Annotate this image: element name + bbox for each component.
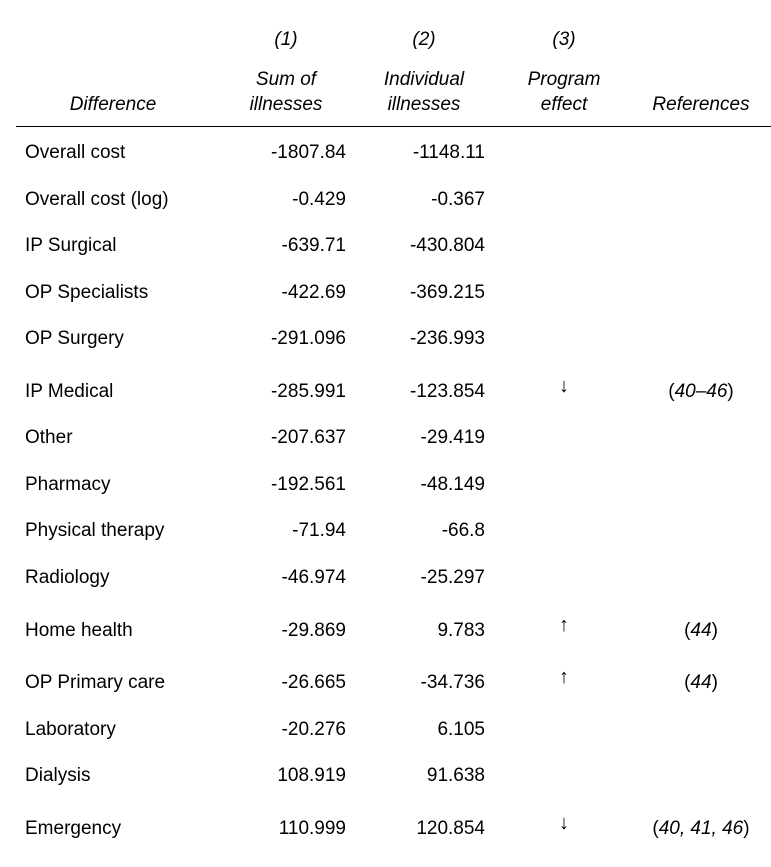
table-row: Emergency 110.999 120.854 ↓ (40, 41, 46) — [0, 812, 771, 842]
reference-numbers: 40–46 — [674, 381, 728, 402]
arrow-down-icon: ↓ — [559, 375, 569, 397]
individual-illnesses-value: 91.638 — [426, 765, 485, 786]
table-row: OP Specialists -422.69 -369.215 — [0, 280, 771, 306]
row-label: IP Medical — [25, 381, 114, 402]
individual-illnesses-value: -0.367 — [431, 189, 485, 210]
header-individual-line2: illnesses — [387, 94, 461, 115]
row-label: Dialysis — [25, 765, 91, 786]
individual-illnesses-value: -236.993 — [409, 328, 485, 349]
sum-of-illnesses-value: -639.71 — [281, 235, 346, 256]
row-label: Laboratory — [25, 719, 116, 740]
table-row: Dialysis 108.919 91.638 — [0, 763, 771, 789]
reference-citation: (44) — [684, 672, 718, 693]
header-program-line1: Program — [527, 69, 601, 90]
header-program-line2: effect — [540, 94, 588, 115]
individual-illnesses-value: 120.854 — [416, 818, 485, 839]
header-references: References — [652, 94, 750, 115]
table-row: Other -207.637 -29.419 — [0, 425, 771, 451]
sum-of-illnesses-value: -46.974 — [281, 567, 346, 588]
col-number-1: (1) — [274, 29, 298, 50]
table-row: Home health -29.869 9.783 ↑ (44) — [0, 614, 771, 644]
individual-illnesses-value: 6.105 — [437, 719, 485, 740]
table-row: Overall cost -1807.84 -1148.11 — [0, 140, 771, 166]
individual-illnesses-value: 9.783 — [437, 620, 485, 641]
table-row: OP Primary care -26.665 -34.736 ↑ (44) — [0, 666, 771, 696]
sum-of-illnesses-value: -207.637 — [270, 427, 346, 448]
row-label: Overall cost — [25, 142, 126, 163]
individual-illnesses-value: -29.419 — [420, 427, 485, 448]
arrow-up-icon: ↑ — [559, 614, 569, 636]
individual-illnesses-value: -66.8 — [441, 520, 485, 541]
row-label: Home health — [25, 620, 133, 641]
reference-numbers: 40, 41, 46 — [658, 818, 744, 839]
sum-of-illnesses-value: -291.096 — [270, 328, 346, 349]
table-row: Radiology -46.974 -25.297 — [0, 565, 771, 591]
row-label: Radiology — [25, 567, 110, 588]
header-rule — [16, 126, 771, 127]
sum-of-illnesses-value: -29.869 — [281, 620, 346, 641]
header-individual-line1: Individual — [383, 69, 465, 90]
sum-of-illnesses-value: -71.94 — [292, 520, 346, 541]
sum-of-illnesses-value: -26.665 — [281, 672, 346, 693]
col-number-3: (3) — [552, 29, 576, 50]
table-row: Physical therapy -71.94 -66.8 — [0, 518, 771, 544]
individual-illnesses-value: -1148.11 — [412, 142, 485, 163]
arrow-up-icon: ↑ — [559, 666, 569, 688]
arrow-down-icon: ↓ — [559, 812, 569, 834]
row-label: OP Primary care — [25, 672, 166, 693]
sum-of-illnesses-value: 108.919 — [277, 765, 346, 786]
row-label: IP Surgical — [25, 235, 117, 256]
col-number-2: (2) — [412, 29, 436, 50]
table-row: IP Surgical -639.71 -430.804 — [0, 233, 771, 259]
reference-citation: (44) — [684, 620, 718, 641]
table-row: Laboratory -20.276 6.105 — [0, 717, 771, 743]
sum-of-illnesses-value: -1807.84 — [270, 142, 346, 163]
reference-citation: (40, 41, 46) — [652, 818, 750, 839]
individual-illnesses-value: -48.149 — [420, 474, 485, 495]
header-sum-line2: illnesses — [249, 94, 323, 115]
sum-of-illnesses-value: -422.69 — [281, 282, 346, 303]
row-label: Pharmacy — [25, 474, 111, 495]
individual-illnesses-value: -123.854 — [409, 381, 485, 402]
reference-numbers: 44 — [690, 620, 712, 641]
sum-of-illnesses-value: -192.561 — [270, 474, 346, 495]
header-sum-line1: Sum of — [255, 69, 317, 90]
table-row: Pharmacy -192.561 -48.149 — [0, 472, 771, 498]
table-row: IP Medical -285.991 -123.854 ↓ (40–46) — [0, 375, 771, 405]
reference-numbers: 44 — [690, 672, 712, 693]
row-label: Overall cost (log) — [25, 189, 169, 210]
table-row: OP Surgery -291.096 -236.993 — [0, 326, 771, 352]
individual-illnesses-value: -25.297 — [420, 567, 485, 588]
row-label: Emergency — [25, 818, 122, 839]
sum-of-illnesses-value: -285.991 — [270, 381, 346, 402]
individual-illnesses-value: -34.736 — [420, 672, 485, 693]
individual-illnesses-value: -430.804 — [409, 235, 485, 256]
sum-of-illnesses-value: -0.429 — [292, 189, 346, 210]
row-label: OP Surgery — [25, 328, 124, 349]
sum-of-illnesses-value: 110.999 — [278, 818, 346, 839]
row-label: Other — [25, 427, 73, 448]
sum-of-illnesses-value: -20.276 — [281, 719, 346, 740]
individual-illnesses-value: -369.215 — [409, 282, 485, 303]
row-label: OP Specialists — [25, 282, 149, 303]
row-label: Physical therapy — [25, 520, 165, 541]
reference-citation: (40–46) — [668, 381, 734, 402]
table-row: Overall cost (log) -0.429 -0.367 — [0, 187, 771, 213]
header-difference: Difference — [69, 94, 157, 115]
